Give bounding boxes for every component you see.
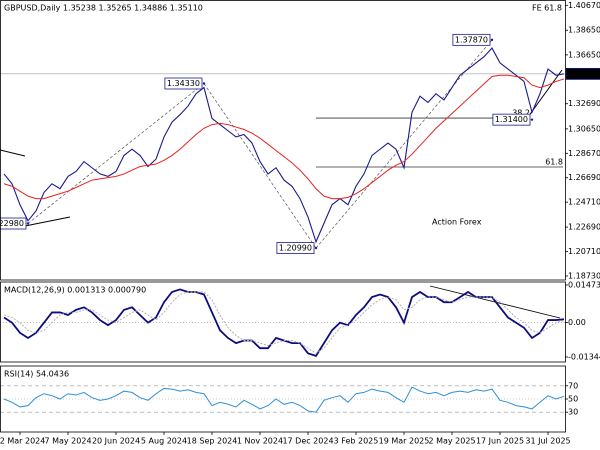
pivot-label: 1.20990 <box>279 244 312 253</box>
series-line <box>3 47 565 244</box>
y-tick-label: 1.26690 <box>568 173 600 182</box>
x-tick-label: 19 Mar 2025 <box>379 437 430 446</box>
pivot-label-box <box>0 217 27 230</box>
corner-note: FE 61.8 <box>532 4 562 13</box>
pivot-connector <box>315 39 493 249</box>
pivot-label: 1.31400 <box>495 115 528 124</box>
pivot-label-box <box>164 77 203 90</box>
pivot-label-box <box>452 33 491 46</box>
y-tick-label: 1.28670 <box>568 149 600 158</box>
x-tick-label: 17 Jun 2025 <box>476 437 524 446</box>
series-line <box>3 386 565 413</box>
y-tick-label: 1.30650 <box>568 124 600 133</box>
x-tick-label: 3 Feb 2025 <box>334 437 379 446</box>
x-tick-label: 5 Aug 2024 <box>141 437 187 446</box>
watermark: Action Forex <box>432 218 482 227</box>
pivot-label-box <box>276 242 315 254</box>
last-price-label: 1.35110 <box>568 69 600 78</box>
y-tick-label: 50 <box>568 395 578 404</box>
pivot-point <box>202 82 206 85</box>
pivot-label-box <box>492 113 531 126</box>
trend-line <box>19 216 71 228</box>
pivot-label: 1.34330 <box>167 79 200 88</box>
y-tick-label: 0.00 <box>568 318 586 327</box>
pivot-point <box>490 38 494 42</box>
pivot-point <box>530 118 534 121</box>
x-tick-label: 20 Jun 2024 <box>92 437 140 446</box>
fib-label: 38.2 <box>512 109 530 118</box>
pivot-label: 1.37870 <box>455 35 488 44</box>
panel-title: RSI(14) 54.0436 <box>4 370 69 379</box>
fib-label: 61.8 <box>545 158 563 167</box>
macd-panel-frame <box>0 281 566 363</box>
y-tick-label: 30 <box>568 408 578 417</box>
y-tick-label: -0.013442 <box>568 352 600 361</box>
x-tick-label: 18 Sep 2024 <box>187 437 238 446</box>
x-tick-label: 17 Dec 2024 <box>282 437 333 446</box>
series-line <box>3 74 565 200</box>
y-tick-label: 1.22690 <box>568 223 600 232</box>
rsi-panel-frame <box>0 365 566 433</box>
pivot-label: 1.22980 <box>0 219 24 228</box>
panel-title: MACD(12,26,9) 0.001313 0.000790 <box>4 286 146 295</box>
y-tick-label: 1.38650 <box>568 26 600 35</box>
trend-line <box>0 149 26 157</box>
y-tick-label: 1.20710 <box>568 247 600 256</box>
pivot-connector <box>27 83 205 224</box>
y-tick-label: 1.18730 <box>568 271 600 280</box>
last-price-label-box <box>565 67 600 80</box>
x-tick-label: 2 May 2025 <box>428 437 475 446</box>
x-tick-label: 7 May 2024 <box>44 437 91 446</box>
y-tick-label: 0.014734 <box>568 280 600 289</box>
y-tick-label: 1.24710 <box>568 198 600 207</box>
x-tick-label: 31 Jul 2025 <box>525 437 570 446</box>
pivot-point <box>314 246 318 250</box>
y-tick-label: 1.40670 <box>568 1 600 10</box>
y-tick-label: 1.36650 <box>568 50 600 59</box>
y-tick-label: 70 <box>568 381 578 390</box>
y-tick-label: 1.32690 <box>568 99 600 108</box>
panel-title: GBPUSD,Daily 1.35238 1.35265 1.34886 1.3… <box>4 4 203 13</box>
pivot-point <box>26 222 30 225</box>
price-panel-frame <box>0 0 566 281</box>
series-line <box>3 291 565 354</box>
pivot-connector <box>203 83 317 249</box>
x-tick-label: 1 Nov 2024 <box>237 437 283 446</box>
x-tick-label: 22 Mar 2024 <box>0 437 45 446</box>
